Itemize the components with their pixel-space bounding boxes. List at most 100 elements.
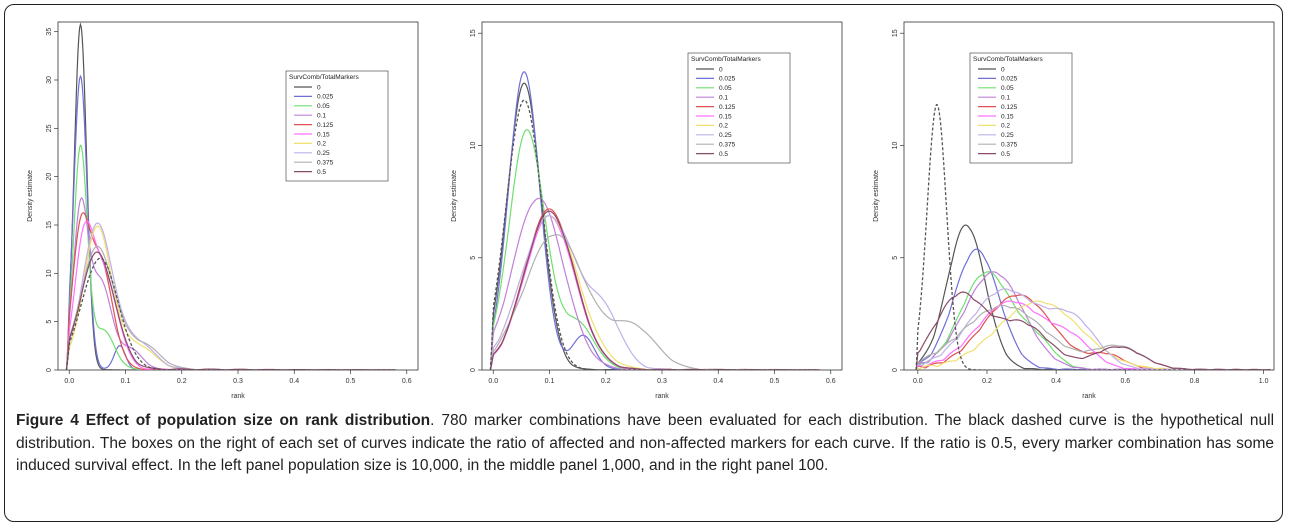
series-line-0.125 [915, 294, 1271, 370]
y-axis-label: Density estimate [451, 170, 458, 222]
legend-entry: 0.025 [719, 76, 736, 83]
x-axis-label: rank [655, 393, 669, 400]
legend-entry: 0.25 [317, 150, 330, 157]
y-tick-label: 15 [892, 29, 899, 37]
x-tick-label: 0.1 [545, 378, 555, 385]
chart-middle-svg: 0.0 0.1 0.2 0.3 0.4 0.5 0.6 0 5 10 15 rank Density e… [451, 21, 843, 400]
curves-group [489, 71, 820, 370]
legend-entry: 0.375 [719, 142, 736, 149]
y-tick-label: 0 [470, 368, 477, 372]
legend-entry: 0.5 [317, 169, 326, 176]
series-line-0.25 [489, 215, 820, 370]
y-tick-label: 5 [46, 320, 53, 324]
legend-entry: 0.15 [719, 113, 732, 120]
legend-title: SurvComb/TotalMarkers [289, 74, 359, 81]
x-axis-label: rank [1082, 393, 1096, 400]
x-tick-label: 0.5 [770, 378, 780, 385]
y-tick-label: 20 [46, 173, 53, 181]
y-tick-label: 25 [46, 124, 53, 132]
legend-entry: 0.05 [719, 85, 732, 92]
series-line-0.375 [915, 304, 1271, 370]
legend-entry: 0.125 [719, 104, 736, 111]
caption-figure-label: Figure 4 [16, 412, 79, 429]
x-tick-label: 0.1 [121, 378, 131, 385]
y-tick-label: 5 [470, 256, 477, 260]
null-distribution-line [65, 257, 396, 370]
legend-entry: 0.5 [719, 151, 728, 158]
x-tick-label: 0.4 [1051, 378, 1061, 385]
legend-entry: 0.025 [317, 94, 334, 101]
legend-entry: 0.05 [1001, 85, 1014, 92]
chart-left-svg: 0.0 0.1 0.2 0.3 0.4 0.5 0.6 0 5 10 15 20 25 30 35 rank D… [27, 21, 419, 400]
legend-entry: 0.125 [1001, 104, 1018, 111]
x-tick-label: 1.0 [1259, 378, 1269, 385]
y-tick-label: 10 [470, 141, 477, 149]
caption-title: Effect of population size on rank distri… [85, 412, 431, 429]
x-tick-label: 0.2 [177, 378, 187, 385]
series-line-0.2 [489, 215, 820, 370]
legend-entry: 0.375 [317, 160, 334, 167]
null-distribution-line [915, 104, 1271, 370]
series-line-0.125 [489, 208, 820, 370]
y-tick-label: 35 [46, 28, 53, 36]
panel-right: 0.0 0.2 0.4 0.6 0.8 1.0 0 5 10 15 rank Density esti… [852, 6, 1282, 406]
legend-entry: 0.05 [317, 103, 330, 110]
x-tick-label: 0.2 [601, 378, 611, 385]
series-line-0.5 [65, 251, 396, 370]
plot-box [903, 21, 1275, 371]
x-tick-label: 0.3 [657, 378, 667, 385]
legend: SurvComb/TotalMarkers 0 0.025 0.05 0.1 0.125 0… [969, 52, 1073, 164]
legend-entry: 0.2 [1001, 123, 1010, 130]
y-tick-label: 0 [892, 368, 899, 372]
x-tick-label: 0.2 [982, 378, 992, 385]
x-tick-label: 0.0 [64, 378, 74, 385]
legend-entry: 0.25 [719, 132, 732, 139]
x-tick-label: 0.6 [826, 378, 836, 385]
caption-text: . 780 marker combinations have been eval… [16, 412, 1275, 474]
legend-entry: 0 [317, 84, 321, 91]
series-line-0.5 [915, 291, 1271, 370]
series-line-0.375 [489, 234, 820, 370]
legend-entry: 0.025 [1001, 76, 1018, 83]
legend-entry: 0.375 [1001, 142, 1018, 149]
y-tick-label: 30 [46, 76, 53, 84]
series-line-0.1 [65, 197, 396, 370]
x-tick-label: 0.5 [346, 378, 356, 385]
x-tick-label: 0.4 [713, 378, 723, 385]
x-axis-label: rank [231, 393, 245, 400]
series-line-0.5 [489, 210, 820, 370]
y-tick-label: 10 [46, 269, 53, 277]
x-tick-label: 0.6 [1120, 378, 1130, 385]
legend-title: SurvComb/TotalMarkers [973, 56, 1043, 63]
y-axis-label: Density estimate [27, 170, 34, 222]
legend-entry: 0.25 [1001, 132, 1014, 139]
legend: SurvComb/TotalMarkers 0 0.025 0.05 0.1 0.125 0… [285, 70, 389, 182]
panel-middle: 0.0 0.1 0.2 0.3 0.4 0.5 0.6 0 5 10 15 rank Density e… [430, 6, 850, 406]
x-tick-label: 0.4 [289, 378, 299, 385]
y-tick-label: 0 [46, 368, 53, 372]
panel-left: 0.0 0.1 0.2 0.3 0.4 0.5 0.6 0 5 10 15 20 25 30 35 rank D… [6, 6, 426, 406]
legend-entry: 0.15 [1001, 113, 1014, 120]
y-tick-label: 15 [470, 29, 477, 37]
figure-panels: 0.0 0.1 0.2 0.3 0.4 0.5 0.6 0 5 10 15 20 25 30 35 rank D… [6, 6, 1283, 406]
series-line-0 [915, 224, 1271, 370]
legend-entry: 0.2 [719, 123, 728, 130]
x-tick-label: 0.8 [1190, 378, 1200, 385]
x-tick-label: 0.6 [402, 378, 412, 385]
legend-entry: 0.1 [1001, 95, 1010, 102]
x-tick-label: 0.0 [913, 378, 923, 385]
chart-right-svg: 0.0 0.2 0.4 0.6 0.8 1.0 0 5 10 15 rank Density esti… [873, 21, 1275, 400]
legend-entry: 0 [1001, 66, 1005, 73]
figure-caption: Figure 4 Effect of population size on ra… [16, 410, 1274, 478]
legend-entry: 0.15 [317, 131, 330, 138]
legend-entry: 0.1 [317, 113, 326, 120]
legend: SurvComb/TotalMarkers 0 0.025 0.05 0.1 0.125 0… [687, 52, 791, 164]
curves-group [915, 104, 1271, 370]
legend-title: SurvComb/TotalMarkers [691, 56, 761, 63]
y-tick-label: 5 [892, 256, 899, 260]
y-tick-label: 10 [892, 141, 899, 149]
legend-entry: 0.5 [1001, 151, 1010, 158]
series-line-0.15 [489, 215, 820, 370]
y-axis-label: Density estimate [873, 170, 880, 222]
legend-entry: 0.2 [317, 141, 326, 148]
